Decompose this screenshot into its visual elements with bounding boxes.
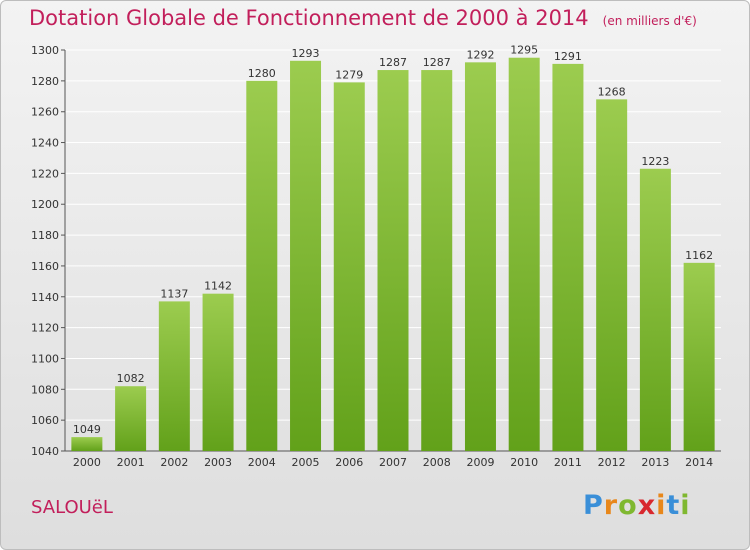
- y-tick-label: 1180: [31, 229, 59, 242]
- x-tick-label: 2003: [204, 456, 232, 469]
- y-tick-label: 1080: [31, 383, 59, 396]
- bar-2002: [158, 301, 190, 451]
- x-tick-label: 2014: [685, 456, 713, 469]
- y-tick-label: 1240: [31, 137, 59, 150]
- bar-2000: [71, 437, 103, 451]
- x-tick-labels: 2000 2001 2002 2003 2004 2005 2006 2007 2008 2009…: [73, 456, 713, 469]
- y-tick-label: 1260: [31, 106, 59, 119]
- y-tick-label: 1120: [31, 322, 59, 335]
- unit-label: (en milliers d'€): [602, 14, 697, 28]
- x-tick-label: 2004: [248, 456, 276, 469]
- y-tick-label: 1200: [31, 198, 59, 211]
- y-tick-label: 1100: [31, 352, 59, 365]
- data-label-2014: 1162: [685, 249, 713, 262]
- x-tick-label: 2002: [160, 456, 188, 469]
- data-label-2011: 1291: [554, 50, 582, 63]
- data-label-2012: 1268: [598, 85, 626, 98]
- bar-2013: [639, 168, 671, 451]
- x-tick-label: 2013: [641, 456, 669, 469]
- bar-2011: [552, 63, 584, 451]
- data-label-2008: 1287: [423, 56, 451, 69]
- bar-2014: [683, 262, 715, 451]
- y-tick-label: 1280: [31, 75, 59, 88]
- logo-letter: i: [656, 490, 667, 521]
- data-label-2010: 1295: [510, 44, 538, 57]
- proxiti-logo: Proxiti: [583, 490, 691, 521]
- bar-2004: [246, 80, 278, 451]
- data-labels: 1049 1082 1137 1142 1280 1293 1279 1287 1287 1292…: [73, 44, 713, 436]
- data-label-2005: 1293: [292, 47, 320, 60]
- chart-title: Dotation Globale de Fonctionnement de 20…: [29, 6, 697, 30]
- bars: [71, 57, 715, 452]
- data-label-2007: 1287: [379, 56, 407, 69]
- y-tick-labels: 1040 1060 1080 1100 1120 1140 1160 1180 1200 1220…: [31, 44, 59, 458]
- title-text: Dotation Globale de Fonctionnement de 20…: [29, 6, 589, 30]
- x-tick-label: 2012: [598, 456, 626, 469]
- y-tick-label: 1220: [31, 167, 59, 180]
- y-tick-label: 1160: [31, 260, 59, 273]
- x-tick-label: 2008: [423, 456, 451, 469]
- data-label-2000: 1049: [73, 423, 101, 436]
- x-tick-label: 2006: [335, 456, 363, 469]
- x-tick-label: 2009: [466, 456, 494, 469]
- data-label-2009: 1292: [466, 48, 494, 61]
- y-tick-label: 1300: [31, 44, 59, 57]
- bar-2008: [421, 70, 453, 452]
- data-label-2013: 1223: [641, 155, 669, 168]
- logo-letter: r: [603, 490, 619, 521]
- x-tick-label: 2011: [554, 456, 582, 469]
- bar-2001: [115, 386, 147, 451]
- x-tick-label: 2007: [379, 456, 407, 469]
- y-tick-label: 1040: [31, 445, 59, 458]
- bar-2007: [377, 70, 409, 452]
- bar-2010: [508, 57, 540, 451]
- logo-letter: o: [618, 490, 638, 521]
- data-label-2006: 1279: [335, 68, 363, 81]
- data-label-2001: 1082: [117, 372, 145, 385]
- logo-letter: i: [680, 490, 691, 521]
- data-label-2004: 1280: [248, 67, 276, 80]
- x-tick-label: 2001: [117, 456, 145, 469]
- x-tick-label: 2010: [510, 456, 538, 469]
- data-label-2003: 1142: [204, 280, 232, 293]
- logo-letter: t: [666, 490, 681, 521]
- bar-2003: [202, 293, 234, 451]
- bar-2006: [333, 82, 365, 451]
- logo-letter: x: [637, 490, 657, 521]
- bar-2012: [596, 99, 628, 451]
- commune-name: SALOUëL: [31, 497, 113, 518]
- bar-2009: [464, 62, 496, 451]
- data-label-2002: 1137: [160, 287, 188, 300]
- y-tick-label: 1060: [31, 414, 59, 427]
- x-tick-label: 2005: [292, 456, 320, 469]
- bar-2005: [290, 60, 322, 452]
- logo-letter: P: [583, 490, 604, 521]
- x-tick-label: 2000: [73, 456, 101, 469]
- y-tick-label: 1140: [31, 291, 59, 304]
